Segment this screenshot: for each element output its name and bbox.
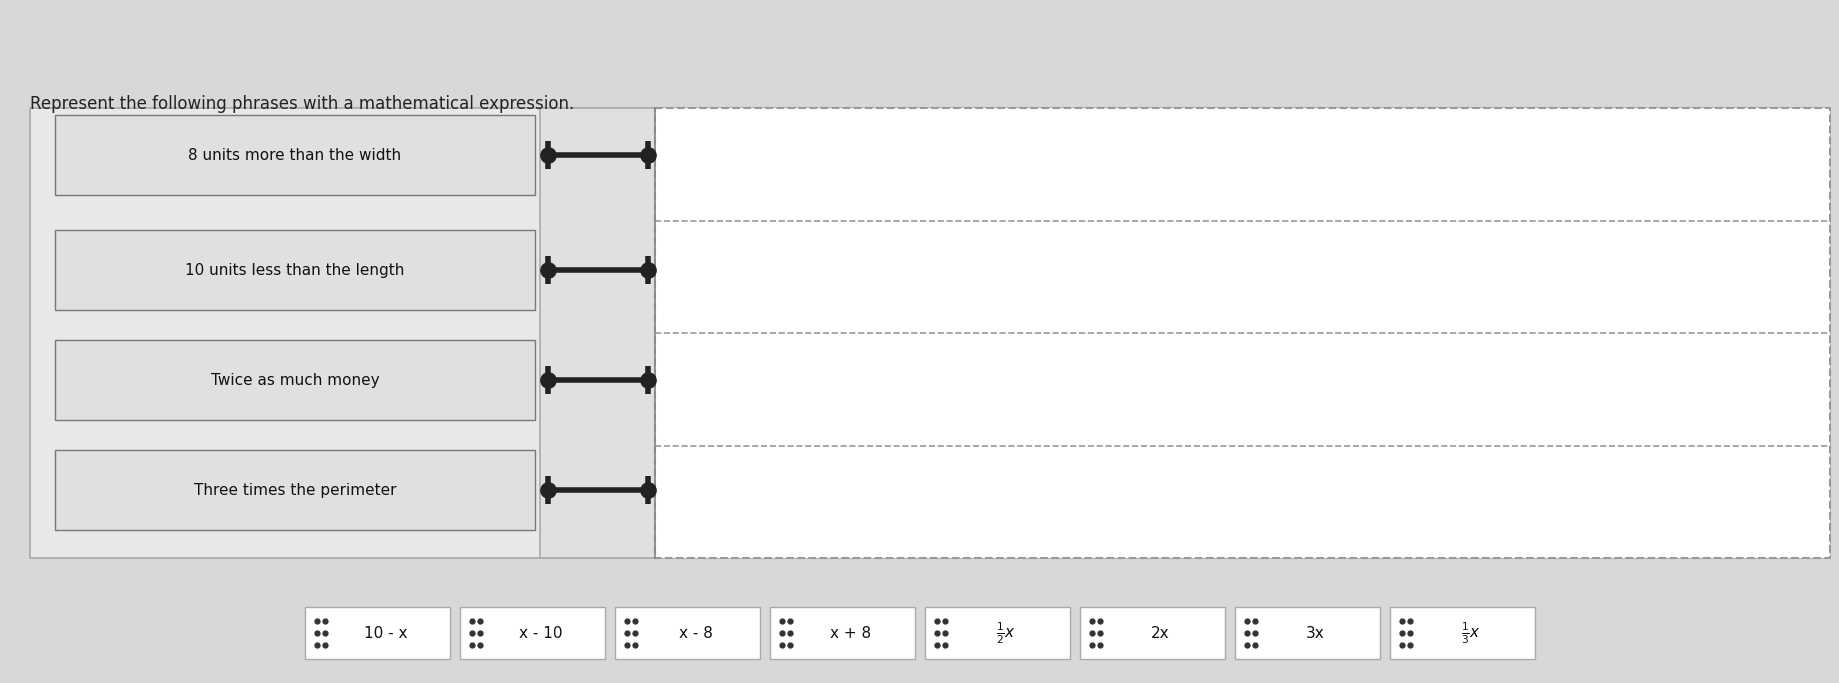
Bar <box>55 230 535 310</box>
Bar <box>55 115 535 195</box>
Bar <box>769 607 914 659</box>
Bar <box>55 340 535 420</box>
Bar <box>925 607 1070 659</box>
Text: 10 units less than the length: 10 units less than the length <box>186 262 405 277</box>
Bar <box>460 607 605 659</box>
Text: x - 10: x - 10 <box>519 626 563 641</box>
Bar <box>539 108 655 558</box>
Bar <box>29 108 1830 558</box>
Bar <box>1388 607 1534 659</box>
Text: $\frac{1}{2}x$: $\frac{1}{2}x$ <box>995 620 1015 646</box>
Bar <box>55 450 535 530</box>
Bar <box>1234 607 1379 659</box>
Text: Represent the following phrases with a mathematical expression.: Represent the following phrases with a m… <box>29 95 574 113</box>
Bar <box>305 607 451 659</box>
Bar <box>614 607 760 659</box>
Text: 2x: 2x <box>1151 626 1170 641</box>
Text: 3x: 3x <box>1306 626 1324 641</box>
Bar <box>655 108 1830 558</box>
Text: 8 units more than the width: 8 units more than the width <box>188 148 401 163</box>
Text: Three times the perimeter: Three times the perimeter <box>193 482 395 497</box>
Text: x + 8: x + 8 <box>829 626 870 641</box>
Text: $\frac{1}{3}x$: $\frac{1}{3}x$ <box>1460 620 1480 646</box>
Text: 10 - x: 10 - x <box>364 626 406 641</box>
Text: x - 8: x - 8 <box>679 626 712 641</box>
Text: Twice as much money: Twice as much money <box>211 372 379 387</box>
Bar <box>1079 607 1225 659</box>
